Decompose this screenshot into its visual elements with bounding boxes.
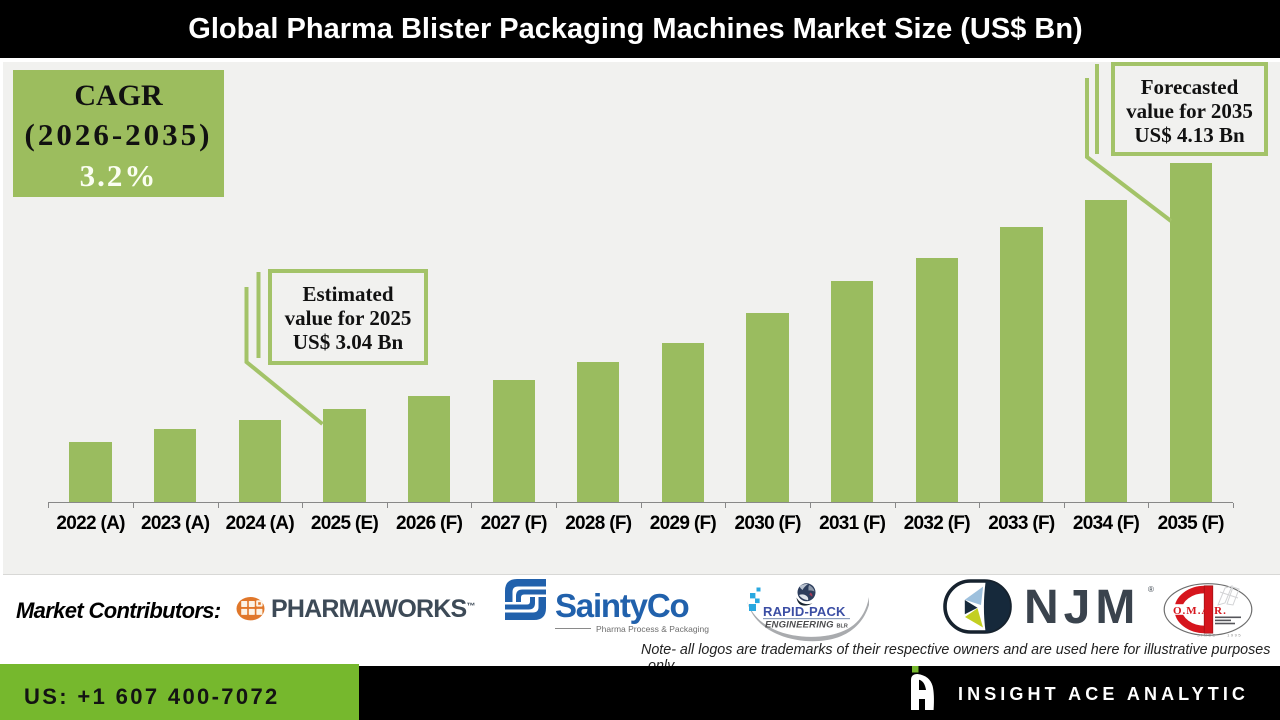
svg-text:O.M.A.R.: O.M.A.R. [1173,605,1227,617]
svg-text:®: ® [1148,585,1154,594]
svg-text:RAPID-PACK: RAPID-PACK [763,604,846,619]
svg-text:ENGINEERING: ENGINEERING [765,620,834,631]
svg-text:NJM: NJM [1024,581,1140,634]
svg-text:SINCE 1995: SINCE 1995 [1197,633,1242,638]
svg-text:BLR: BLR [837,624,848,630]
